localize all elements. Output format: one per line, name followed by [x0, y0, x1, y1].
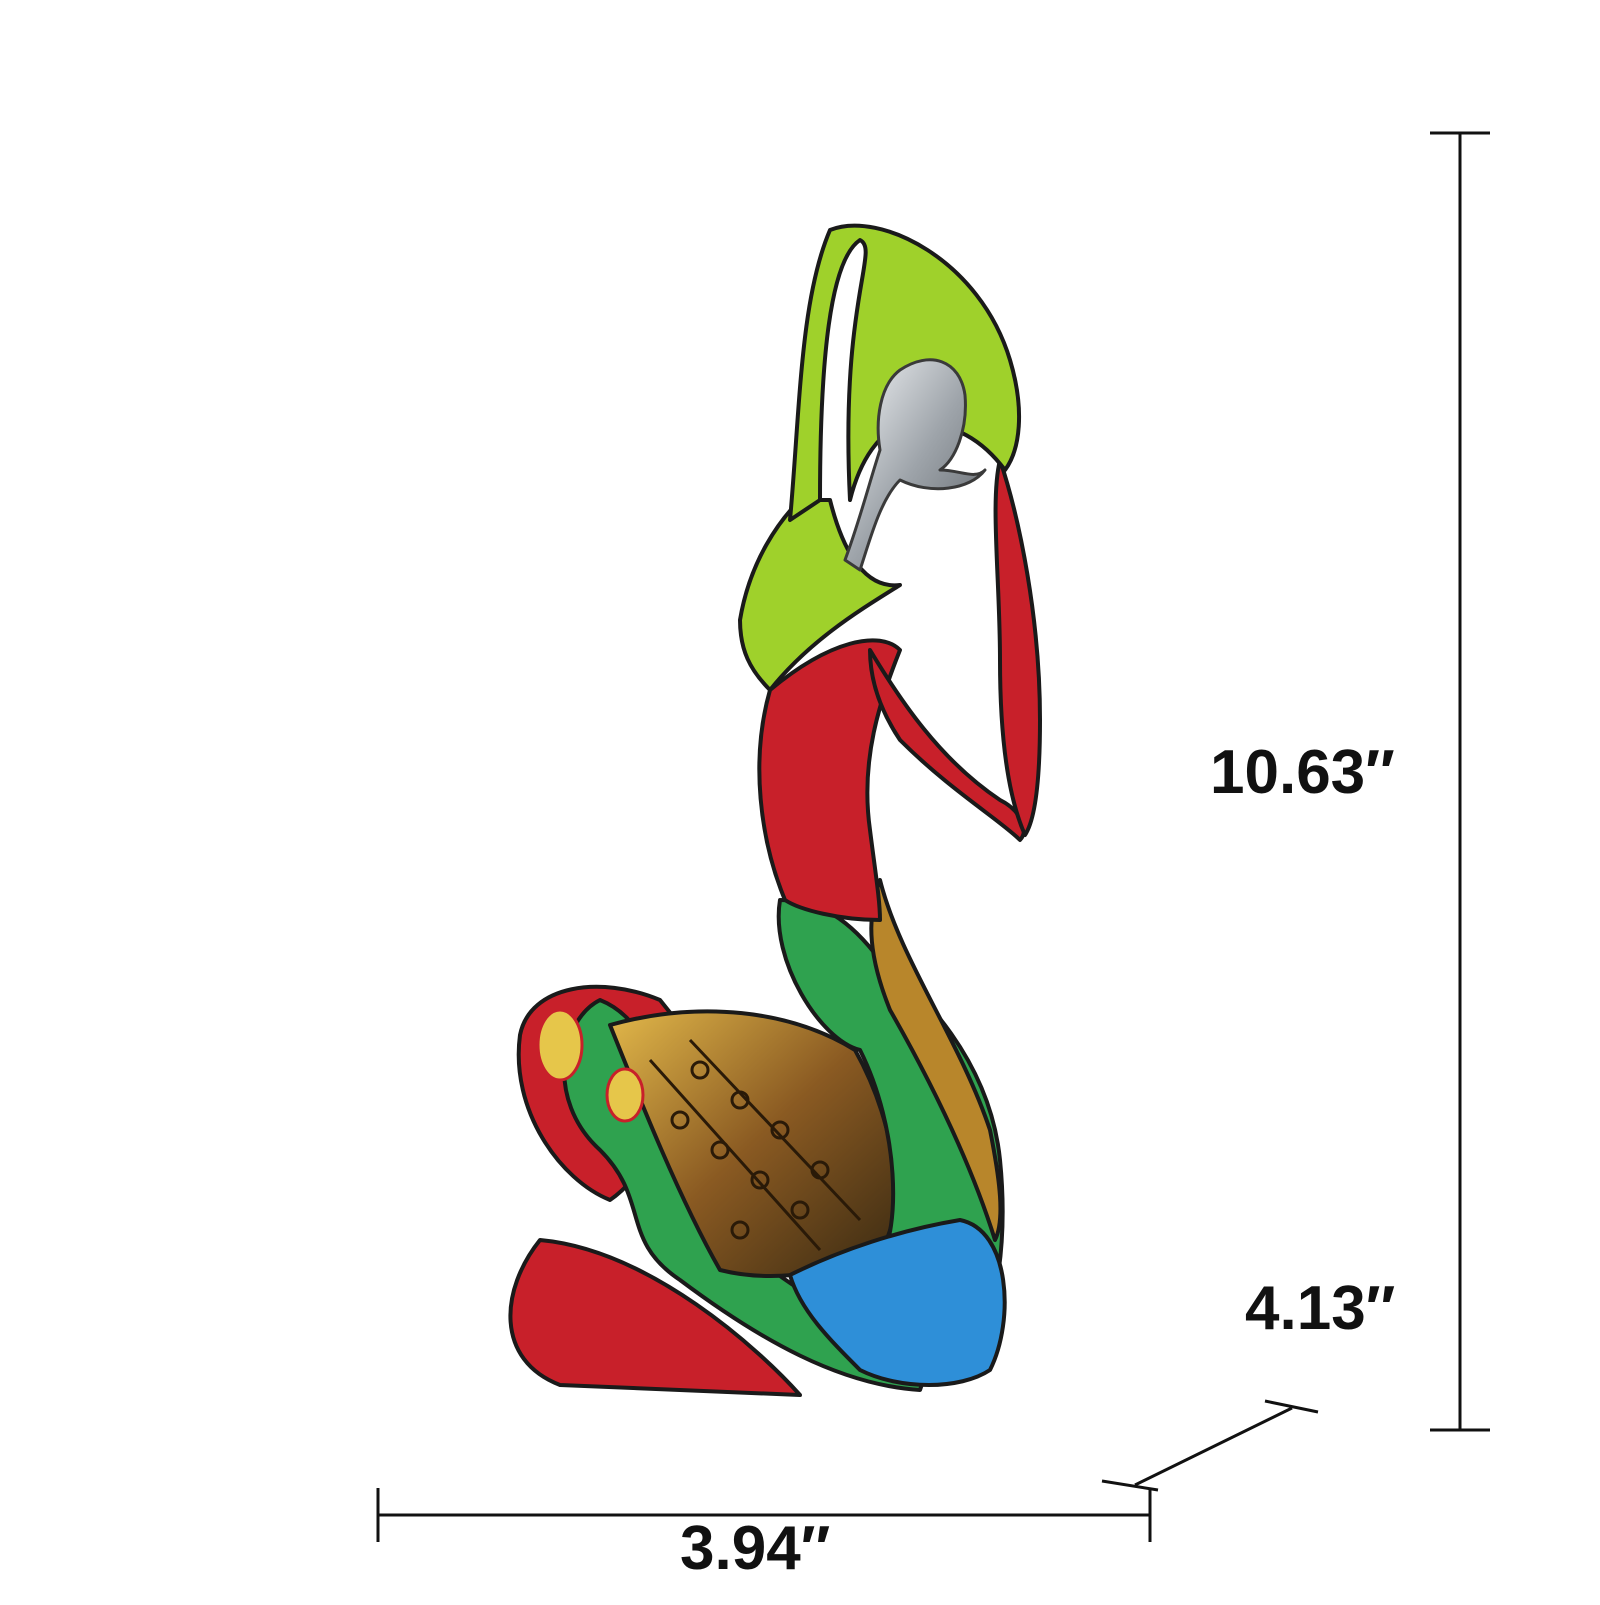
- figurine-lower-legs: [508, 1238, 802, 1397]
- height-dimension-line: [1430, 131, 1490, 1432]
- figurine-raised-arm-red: [993, 458, 1042, 837]
- figurine-head: [843, 358, 987, 572]
- figurine-shoulder: [738, 498, 902, 692]
- height-dimension-label: 10.63″: [1210, 738, 1395, 807]
- figurine-yellow-leaf: [536, 1008, 584, 1082]
- figurine-gold-strip: [869, 878, 1003, 1242]
- width-dimension-label: 3.94″: [680, 1514, 831, 1583]
- depth-dimension-label: 4.13″: [1245, 1274, 1396, 1343]
- figurine-forearm: [868, 648, 1026, 842]
- depth-dimension-line: [1101, 1399, 1319, 1492]
- figurine-torso: [757, 638, 902, 922]
- figurine-blue-hip: [788, 1218, 1007, 1387]
- figurine: [508, 223, 1042, 1397]
- figurine-pattern: [648, 1038, 862, 1252]
- figurine-yellow-leaf-2: [605, 1067, 645, 1123]
- width-dimension-line: [376, 1488, 1152, 1542]
